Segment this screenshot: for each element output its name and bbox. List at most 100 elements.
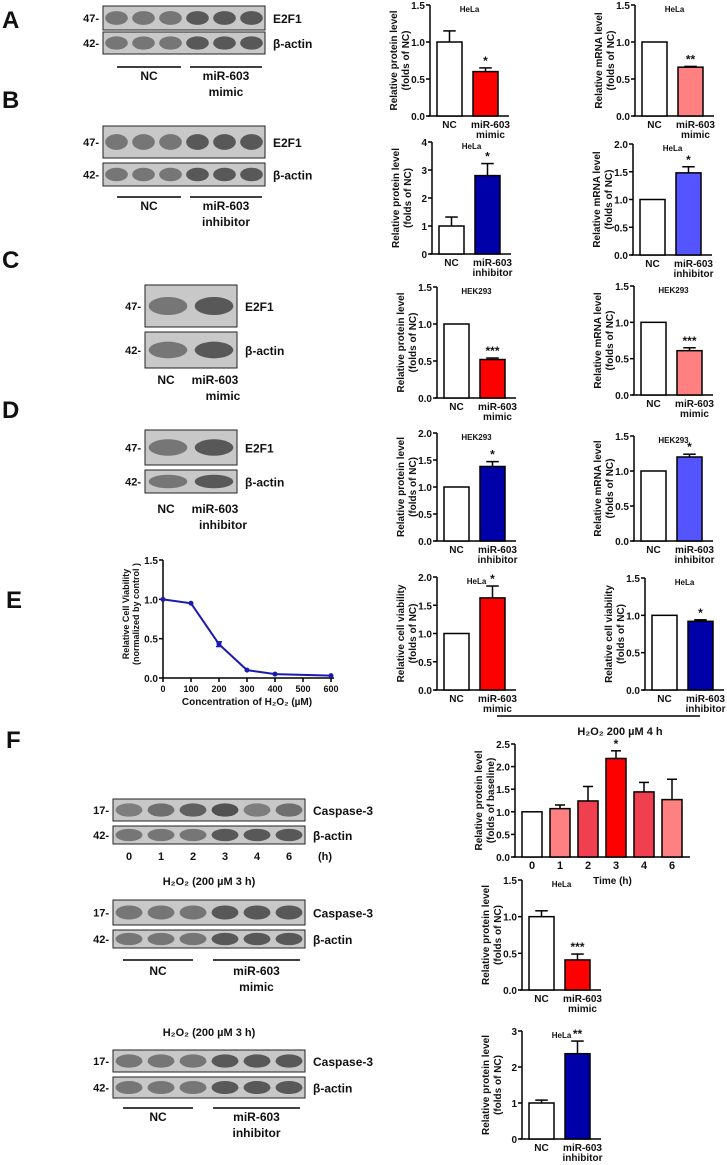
significance-mark: * bbox=[687, 440, 692, 454]
y-tick-label: 1.0 bbox=[503, 913, 517, 924]
protein-band bbox=[147, 1054, 175, 1068]
protein-band bbox=[159, 36, 182, 50]
group-label: NC bbox=[140, 199, 158, 213]
y-axis-label: Relative mRNA level bbox=[593, 440, 604, 537]
protein-band bbox=[132, 167, 155, 182]
protein-band bbox=[179, 828, 207, 842]
bar bbox=[651, 614, 678, 691]
protein-band bbox=[115, 1080, 143, 1095]
protein-band bbox=[211, 905, 239, 920]
protein-band bbox=[243, 905, 271, 920]
category-label: miR-603 bbox=[675, 545, 714, 556]
bar bbox=[640, 321, 667, 396]
blot-label: Caspase-3 bbox=[313, 804, 373, 818]
group-label: mimic bbox=[206, 389, 241, 403]
western-blot bbox=[112, 899, 306, 949]
y-tick-label: 0.5 bbox=[418, 510, 432, 521]
blot-label: E2F1 bbox=[245, 300, 274, 314]
western-blot bbox=[112, 798, 306, 845]
y-tick-label: 1.5 bbox=[616, 1, 630, 12]
protein-band bbox=[186, 167, 209, 182]
y-axis-label: Relative protein level bbox=[389, 10, 400, 110]
category-label: 2 bbox=[585, 860, 591, 872]
y-axis-label: (folds of NC) bbox=[493, 905, 504, 965]
mw-marker: 47- bbox=[83, 13, 99, 25]
y-tick-label: 0 bbox=[421, 250, 427, 261]
y-axis-label: (folds of NC) bbox=[606, 31, 617, 91]
y-tick-label: 0.5 bbox=[411, 75, 425, 86]
category-label: NC bbox=[534, 994, 548, 1005]
protein-band bbox=[179, 932, 207, 946]
mw-marker: 17- bbox=[93, 1056, 109, 1068]
blot-label: β-actin bbox=[273, 169, 312, 183]
cell-line-label: HeLa bbox=[552, 1031, 572, 1040]
cell-line-label: HeLa bbox=[663, 144, 683, 153]
y-axis-label: (folds of NC) bbox=[408, 457, 419, 517]
bar bbox=[528, 915, 555, 991]
bar bbox=[676, 349, 703, 396]
protein-band bbox=[240, 11, 263, 25]
category-label: NC bbox=[646, 399, 660, 410]
y-tick-label: 0.0 bbox=[614, 251, 628, 262]
y-axis-label: Relative protein level bbox=[396, 292, 407, 392]
category-label: miR-603 bbox=[675, 399, 714, 410]
protein-band bbox=[275, 828, 303, 842]
mw-marker: 17- bbox=[93, 908, 109, 920]
data-line bbox=[162, 598, 332, 677]
y-tick-label: 0.0 bbox=[418, 686, 432, 697]
lane-label: 1 bbox=[158, 851, 164, 863]
blot-label: Caspase-3 bbox=[313, 907, 373, 921]
bar bbox=[639, 198, 666, 256]
x-axis-label: Time (h) bbox=[593, 876, 632, 887]
protein-band bbox=[275, 932, 303, 946]
lane-label: 2 bbox=[190, 851, 196, 863]
western-blot bbox=[144, 429, 238, 494]
y-tick-label: 0.0 bbox=[496, 853, 510, 864]
mw-marker: 42- bbox=[125, 345, 141, 357]
protein-band bbox=[115, 932, 143, 946]
y-tick-label: 1.5 bbox=[411, 1, 425, 12]
category-label: 0 bbox=[529, 860, 535, 872]
blot-title: H₂O₂ (200 µM 3 h) bbox=[163, 876, 256, 888]
group-label: inhibitor bbox=[199, 518, 247, 532]
y-tick-label: 0.0 bbox=[418, 394, 432, 405]
y-tick-label: 1.0 bbox=[418, 320, 432, 331]
protein-band bbox=[148, 474, 188, 489]
group-label: miR-603 bbox=[233, 1110, 280, 1124]
protein-band bbox=[240, 134, 263, 150]
mw-marker: 42- bbox=[83, 38, 99, 50]
lane-label: 0 bbox=[126, 851, 132, 863]
y-tick-label: 1.0 bbox=[144, 595, 158, 606]
y-tick-label: 1.5 bbox=[496, 785, 510, 796]
data-point bbox=[216, 641, 222, 647]
cell-line-label: HEK293 bbox=[658, 436, 689, 445]
western-blot bbox=[144, 284, 238, 369]
mw-marker: 42- bbox=[93, 934, 109, 946]
lane-label: 6 bbox=[286, 851, 292, 863]
category-label: NC bbox=[646, 545, 660, 556]
protein-band bbox=[105, 11, 128, 25]
protein-band bbox=[243, 1054, 271, 1068]
y-axis-label: Relative cell viability bbox=[604, 585, 615, 683]
protein-band bbox=[186, 11, 209, 25]
western-blot bbox=[102, 5, 266, 55]
y-tick-label: 1.0 bbox=[626, 611, 640, 622]
protein-band bbox=[213, 134, 236, 150]
y-tick-label: 1 bbox=[511, 1099, 517, 1110]
y-axis-label: (folds of baseline) bbox=[486, 758, 497, 844]
y-tick-label: 2.5 bbox=[496, 740, 510, 751]
category-label: NC bbox=[647, 120, 661, 131]
category-label: inhibitor bbox=[478, 555, 518, 566]
x-tick-label: 100 bbox=[183, 684, 198, 694]
bar bbox=[605, 757, 627, 858]
protein-band bbox=[179, 803, 207, 817]
y-tick-label: 0.5 bbox=[615, 355, 629, 366]
y-tick-label: 0 bbox=[511, 1135, 517, 1146]
x-tick-label: 300 bbox=[239, 684, 254, 694]
bar bbox=[661, 798, 683, 858]
category-label: mimic bbox=[680, 409, 709, 420]
protein-band bbox=[115, 803, 143, 817]
category-label: 3 bbox=[613, 860, 619, 872]
cell-line-label: HeLa bbox=[460, 5, 480, 14]
group-label: NC bbox=[149, 964, 167, 978]
